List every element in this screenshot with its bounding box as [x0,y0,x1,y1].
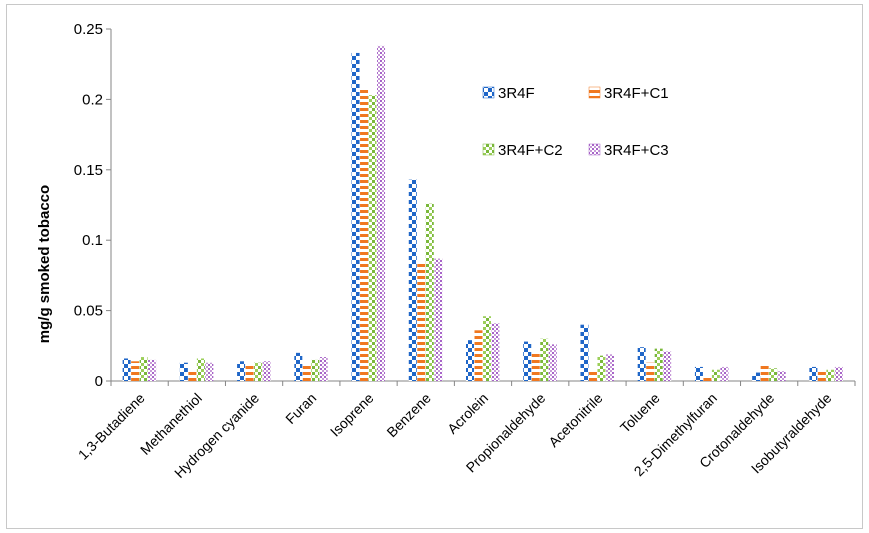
bars [122,45,843,382]
bar [254,362,263,381]
bar [694,366,703,381]
legend-label: 3R4F+C3 [604,142,669,159]
x-tick-label: Benzene [383,390,434,441]
bar [834,366,843,381]
bar [483,316,491,381]
bar [605,354,614,381]
bar [262,361,271,381]
legend-swatch [482,86,495,99]
bar [663,351,672,381]
bar [769,368,778,381]
bar [302,365,311,381]
bar [637,347,646,381]
legend-swatch [482,143,495,156]
bar [720,366,729,381]
y-axis-label: mg/g smoked tobacco [36,185,53,343]
bar [408,179,417,381]
x-tick-label: 1,3-Butadiene [75,390,148,463]
bar [351,52,360,381]
legend-label: 3R4F+C1 [604,85,669,102]
bar [703,376,712,381]
bar [474,330,483,381]
bar [548,344,557,381]
bar [245,364,254,381]
bar [148,359,157,381]
y-tick-label: 0.15 [74,162,103,179]
bar [817,371,826,381]
bar [179,362,188,381]
bar [809,366,818,381]
y-tick-label: 0.2 [82,91,103,108]
bar [588,369,597,381]
bar [417,262,426,381]
bar [122,358,131,381]
bar [205,362,214,381]
legend: 3R4F 3R4F+C1 3R4F+C2 3R4F+C3 [482,85,669,159]
x-tick-label: Furan [282,390,319,427]
bar [139,357,148,381]
bar [646,362,655,381]
bar [540,338,549,381]
legend-label: 3R4F [498,85,535,102]
bar [237,361,246,381]
bar [425,203,434,381]
y-tick-label: 0 [95,373,103,390]
bar [188,369,197,381]
y-axis: 0 0.05 0.1 0.15 0.2 0.25 [74,21,112,390]
bar [434,258,443,381]
bar [711,369,720,381]
x-tick-label: Isoprene [327,390,377,440]
y-tick-label: 0.1 [82,232,103,249]
y-tick-label: 0.05 [74,303,103,320]
bar [294,352,303,381]
bar [531,352,540,381]
bar [131,361,140,381]
bar [523,341,532,381]
x-tick-label: Toluene [617,390,663,436]
bar [466,340,474,381]
legend-label: 3R4F+C2 [498,142,563,159]
bar [319,357,328,381]
x-tick-label: Acetonitrile [545,390,605,450]
y-tick-label: 0.25 [74,21,103,38]
bar [196,358,205,381]
bar [777,371,786,381]
bar [360,89,369,381]
x-tick-label: Acrolein [444,390,491,437]
bar [760,364,769,381]
legend-swatch [588,86,601,99]
bar [597,355,606,381]
bar [752,372,761,381]
bar [377,45,386,382]
bar [368,95,377,382]
bar [654,348,663,381]
bar [491,323,500,381]
legend-swatch [588,143,601,156]
bar [311,359,320,381]
bar [580,324,589,381]
bar [826,369,835,381]
